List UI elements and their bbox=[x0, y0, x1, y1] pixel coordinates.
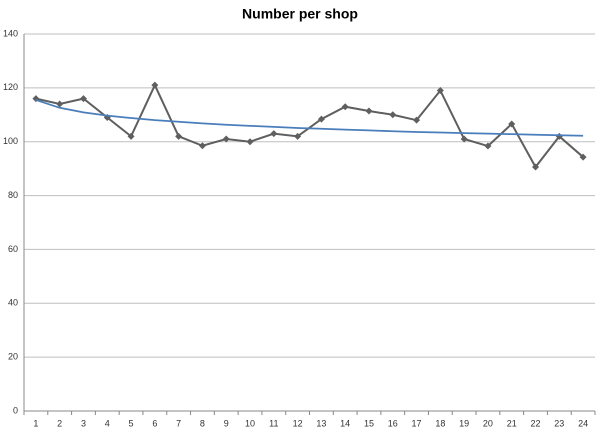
x-tick-label: 15 bbox=[364, 418, 374, 428]
x-tick-label: 14 bbox=[340, 418, 350, 428]
marker bbox=[294, 132, 302, 140]
x-tick-label: 19 bbox=[459, 418, 469, 428]
marker bbox=[460, 135, 468, 143]
y-tick-label: 40 bbox=[8, 298, 18, 308]
marker bbox=[508, 120, 516, 128]
y-tick-label: 0 bbox=[13, 405, 18, 415]
marker bbox=[198, 142, 206, 150]
trend-line bbox=[35, 99, 584, 137]
x-tick-label: 5 bbox=[129, 418, 134, 428]
x-tick-label: 1 bbox=[33, 418, 38, 428]
marker bbox=[56, 100, 64, 108]
x-tick-label: 8 bbox=[200, 418, 205, 428]
x-tick-label: 22 bbox=[531, 418, 541, 428]
marker bbox=[389, 111, 397, 119]
chart-title: Number per shop bbox=[242, 6, 358, 22]
marker bbox=[484, 142, 492, 150]
y-tick-label: 20 bbox=[8, 352, 18, 362]
marker bbox=[246, 138, 254, 146]
marker bbox=[413, 116, 421, 124]
x-tick-label: 6 bbox=[152, 418, 157, 428]
x-tick-label: 17 bbox=[412, 418, 422, 428]
y-tick-label: 80 bbox=[8, 190, 18, 200]
y-tick-label: 120 bbox=[3, 82, 18, 92]
y-tick-label: 140 bbox=[3, 28, 18, 38]
y-tick-label: 100 bbox=[3, 136, 18, 146]
marker bbox=[365, 107, 373, 115]
marker bbox=[79, 95, 87, 103]
x-tick-label: 16 bbox=[388, 418, 398, 428]
marker bbox=[222, 135, 230, 143]
x-tick-label: 18 bbox=[435, 418, 445, 428]
data-line bbox=[35, 82, 584, 169]
y-tick-label: 60 bbox=[8, 244, 18, 254]
marker bbox=[127, 132, 135, 140]
x-tick-label: 7 bbox=[176, 418, 181, 428]
marker bbox=[175, 132, 183, 140]
x-tick-label: 13 bbox=[316, 418, 326, 428]
x-tick-label: 24 bbox=[578, 418, 588, 428]
marker bbox=[151, 81, 159, 89]
x-tick-label: 23 bbox=[554, 418, 564, 428]
x-tick-label: 12 bbox=[293, 418, 303, 428]
x-tick-label: 2 bbox=[57, 418, 62, 428]
marker bbox=[317, 115, 325, 123]
x-tick-label: 21 bbox=[507, 418, 517, 428]
x-tick-label: 3 bbox=[81, 418, 86, 428]
x-tick-label: 9 bbox=[224, 418, 229, 428]
marker bbox=[341, 103, 349, 111]
marker bbox=[532, 163, 540, 171]
x-tick-label: 10 bbox=[245, 418, 255, 428]
marker bbox=[436, 87, 444, 95]
marker bbox=[270, 130, 278, 138]
x-tick-label: 20 bbox=[483, 418, 493, 428]
marker bbox=[579, 153, 587, 161]
x-tick-label: 4 bbox=[105, 418, 110, 428]
x-tick-label: 11 bbox=[269, 418, 278, 428]
